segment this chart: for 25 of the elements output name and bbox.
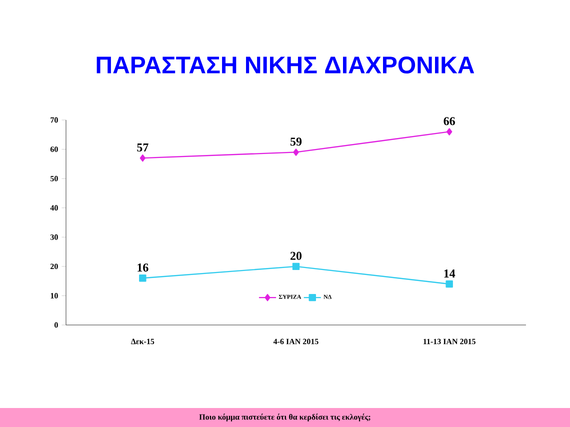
x-tick-label: 11-13 ΙΑΝ 2015 bbox=[424, 338, 476, 344]
point bbox=[139, 274, 146, 282]
data-label: 59 bbox=[290, 138, 302, 146]
chart-title: ΠΑΡΑΣΤΑΣΗ ΝΙΚΗΣ ΔΙΑΧΡΟΝΙΚΑ bbox=[96, 56, 474, 74]
y-tick-label: 30 bbox=[50, 234, 58, 240]
point bbox=[446, 128, 452, 136]
point bbox=[293, 148, 299, 156]
point bbox=[446, 280, 453, 288]
data-label: 14 bbox=[444, 270, 456, 278]
data-label: 20 bbox=[290, 252, 302, 260]
y-tick-label: 70 bbox=[50, 117, 58, 123]
x-tick-label: Δεκ-15 bbox=[131, 338, 154, 344]
y-tick-label: 60 bbox=[50, 146, 58, 152]
data-label: 66 bbox=[444, 117, 455, 126]
y-tick-label: 0 bbox=[54, 322, 58, 328]
y-tick-label: 10 bbox=[50, 293, 58, 298]
y-tick-label: 40 bbox=[50, 205, 58, 211]
data-label: 16 bbox=[138, 264, 148, 272]
x-tick-label: 4-6 ΙΑΝ 2015 bbox=[273, 338, 318, 344]
data-label: 57 bbox=[137, 144, 148, 152]
text: Ποιο κόμμα πιστεύετε ότι θα κερδίσει τις εκλογές; bbox=[199, 414, 370, 422]
point bbox=[292, 262, 300, 270]
point bbox=[140, 154, 146, 162]
y-tick-label: 50 bbox=[50, 176, 58, 182]
y-tick-label: 20 bbox=[50, 264, 58, 270]
